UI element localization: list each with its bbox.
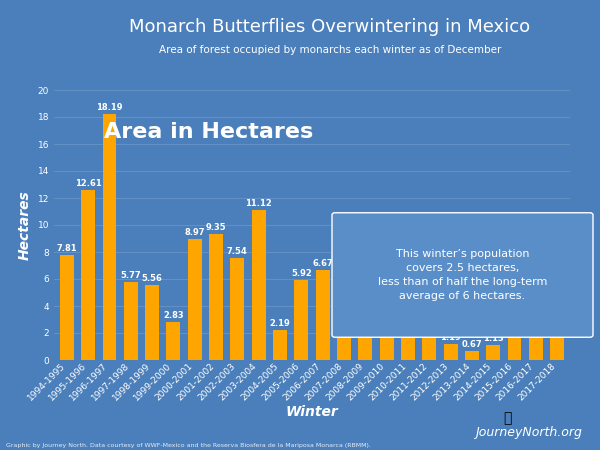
Bar	[295, 280, 308, 360]
Bar	[209, 234, 223, 360]
Bar	[401, 306, 415, 360]
Bar	[550, 327, 564, 360]
Bar	[358, 292, 372, 360]
Text: 9.35: 9.35	[206, 223, 226, 232]
Text: 1.13: 1.13	[483, 334, 503, 343]
Bar	[188, 239, 202, 360]
Bar	[60, 255, 74, 360]
Bar	[465, 351, 479, 360]
Text: Area in Hectares: Area in Hectares	[104, 122, 313, 142]
Text: 6.67: 6.67	[312, 259, 333, 268]
Bar	[230, 258, 244, 360]
Text: JourneyNorth.org: JourneyNorth.org	[475, 426, 582, 439]
Bar	[529, 321, 543, 360]
Text: 4.02: 4.02	[398, 295, 418, 304]
Text: 4.61: 4.61	[334, 287, 355, 296]
Text: 2.91: 2.91	[526, 310, 546, 319]
Bar	[487, 345, 500, 360]
Bar	[252, 210, 266, 360]
Bar	[337, 298, 351, 360]
Bar	[508, 305, 521, 360]
Text: Monarch Butterflies Overwintering in Mexico: Monarch Butterflies Overwintering in Mex…	[130, 18, 530, 36]
Bar	[145, 285, 159, 360]
Text: 4.1: 4.1	[507, 294, 522, 302]
Text: 2.89: 2.89	[419, 310, 440, 319]
Bar	[103, 114, 116, 360]
Text: 5.06: 5.06	[355, 281, 376, 290]
Text: 18.19: 18.19	[96, 104, 122, 112]
Text: 12.61: 12.61	[75, 179, 101, 188]
Text: 2.83: 2.83	[163, 311, 184, 320]
Text: 2.19: 2.19	[269, 320, 290, 328]
Text: 5.56: 5.56	[142, 274, 163, 283]
Bar	[81, 190, 95, 360]
Bar	[166, 322, 181, 360]
X-axis label: Winter: Winter	[286, 405, 338, 419]
Y-axis label: Hectares: Hectares	[18, 190, 32, 260]
Bar	[124, 282, 137, 360]
Text: 5.77: 5.77	[121, 271, 141, 280]
Text: 1.19: 1.19	[440, 333, 461, 342]
Text: 11.12: 11.12	[245, 199, 272, 208]
Bar	[422, 321, 436, 360]
Text: 0.67: 0.67	[461, 340, 482, 349]
Text: Graphic by Journey North. Data courtesy of WWF-Mexico and the Reserva Biosfera d: Graphic by Journey North. Data courtesy …	[6, 443, 371, 448]
Text: 7.81: 7.81	[56, 243, 77, 252]
Text: 1.92: 1.92	[376, 323, 397, 332]
Bar	[443, 344, 458, 360]
Bar	[380, 334, 394, 360]
Bar	[316, 270, 329, 360]
Text: 5.92: 5.92	[291, 269, 312, 278]
Text: Area of forest occupied by monarchs each winter as of December: Area of forest occupied by monarchs each…	[159, 45, 501, 55]
Bar	[273, 330, 287, 360]
Text: 🦋: 🦋	[503, 411, 511, 425]
Text: 2.48: 2.48	[547, 315, 568, 324]
Text: This winter’s population
covers 2.5 hectares,
less than of half the long-term
av: This winter’s population covers 2.5 hect…	[378, 249, 547, 301]
Text: 8.97: 8.97	[184, 228, 205, 237]
Text: 7.54: 7.54	[227, 247, 248, 256]
